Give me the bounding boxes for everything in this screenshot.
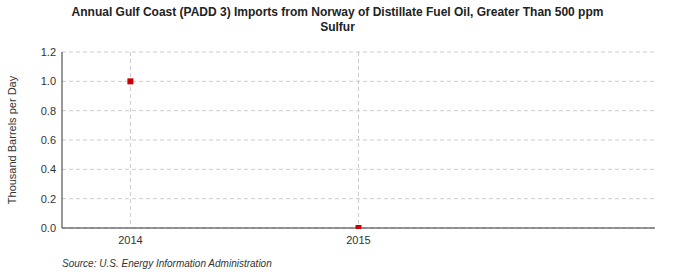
title-line: Annual Gulf Coast (PADD 3) Imports from … bbox=[72, 5, 604, 19]
title-line: Sulfur bbox=[320, 20, 355, 34]
chart: Annual Gulf Coast (PADD 3) Imports from … bbox=[0, 0, 675, 275]
y-tick-label: 1.2 bbox=[41, 46, 56, 58]
y-tick-label: 1.0 bbox=[41, 75, 56, 87]
x-grid-line bbox=[358, 52, 359, 228]
y-tick-label: 0.0 bbox=[41, 222, 56, 234]
title: Annual Gulf Coast (PADD 3) Imports from … bbox=[72, 5, 604, 34]
y-tick-label: 0.8 bbox=[41, 105, 56, 117]
y-axis-line bbox=[62, 52, 63, 228]
y-grid-line bbox=[62, 169, 655, 170]
x-tick-label: 2014 bbox=[118, 234, 142, 246]
y-tick-label: 0.4 bbox=[41, 163, 56, 175]
y-axis-label: Thousand Barrels per Day bbox=[6, 75, 18, 204]
grid bbox=[62, 52, 655, 228]
points bbox=[127, 78, 361, 229]
x-tick-label: 2015 bbox=[346, 234, 370, 246]
point bbox=[127, 78, 133, 84]
y-tick-label: 0.6 bbox=[41, 134, 56, 146]
y-tick-label: 0.2 bbox=[41, 193, 56, 205]
plot-area bbox=[62, 52, 655, 228]
source: Source: U.S. Energy Information Administ… bbox=[62, 258, 272, 269]
point bbox=[356, 225, 362, 229]
